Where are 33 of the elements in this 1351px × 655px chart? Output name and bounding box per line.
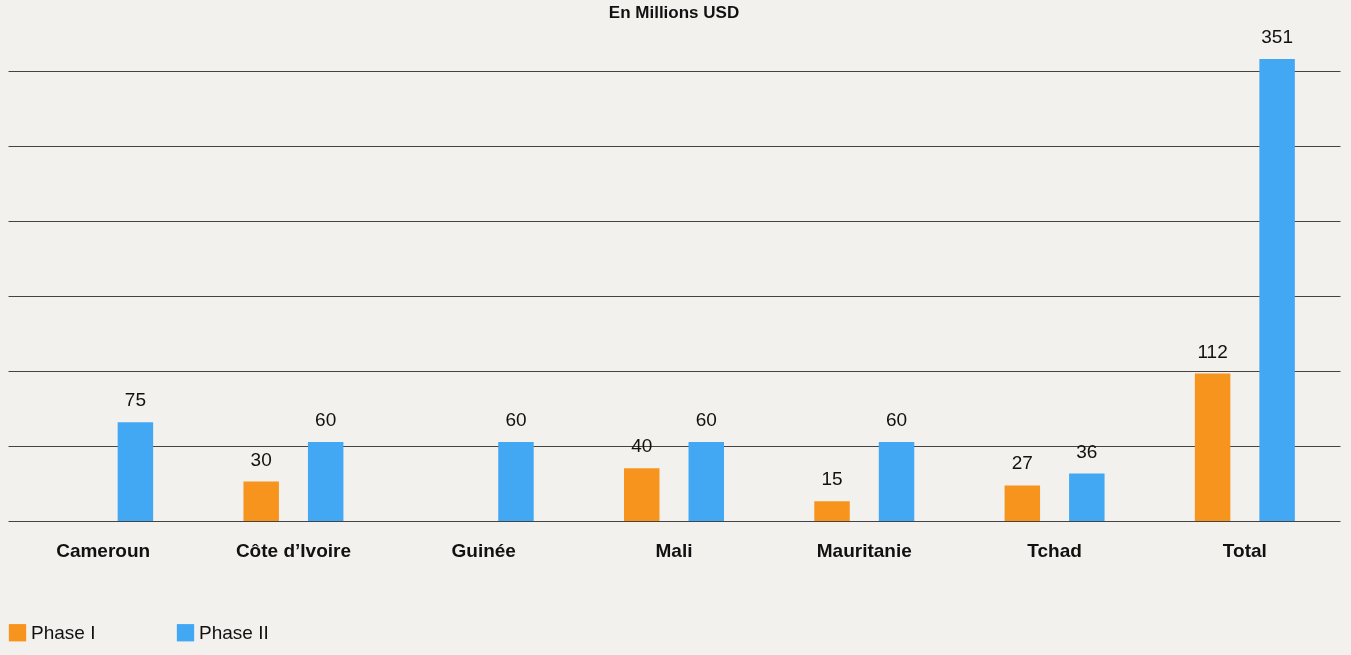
data-label: 15 (821, 468, 843, 490)
chart-title: En Millions USD (608, 3, 740, 22)
data-label: 60 (505, 409, 527, 431)
x-tick-label: Guinée (451, 539, 516, 561)
data-label: 351 (1261, 26, 1293, 47)
data-label: 60 (885, 409, 908, 431)
data-label: 75 (124, 389, 146, 411)
bar (1194, 373, 1231, 521)
bar (307, 442, 344, 521)
bar (688, 442, 724, 521)
x-tick-label: Total (1222, 539, 1267, 561)
bar (878, 442, 915, 521)
bar (243, 481, 279, 521)
data-label: 60 (695, 409, 717, 431)
data-label: 30 (250, 448, 272, 470)
data-label: 60 (315, 409, 337, 431)
x-tick-label: Côte d’Ivoire (235, 539, 351, 561)
x-tick-label: Cameroun (56, 539, 151, 561)
bar (1259, 59, 1295, 521)
legend-label: Phase II (199, 621, 269, 643)
x-tick-label: Mali (655, 539, 693, 561)
data-label: 36 (1076, 440, 1098, 462)
bar (1069, 473, 1105, 521)
x-tick-label: Tchad (1027, 539, 1082, 561)
bar (498, 442, 534, 521)
bar (117, 422, 154, 521)
x-tick-label: Mauritanie (816, 539, 912, 561)
bar (1004, 485, 1041, 521)
data-label: 112 (1197, 340, 1228, 362)
legend-label: Phase I (31, 621, 96, 643)
bar (814, 501, 850, 521)
bar (624, 468, 660, 521)
data-label: 27 (1011, 452, 1033, 474)
